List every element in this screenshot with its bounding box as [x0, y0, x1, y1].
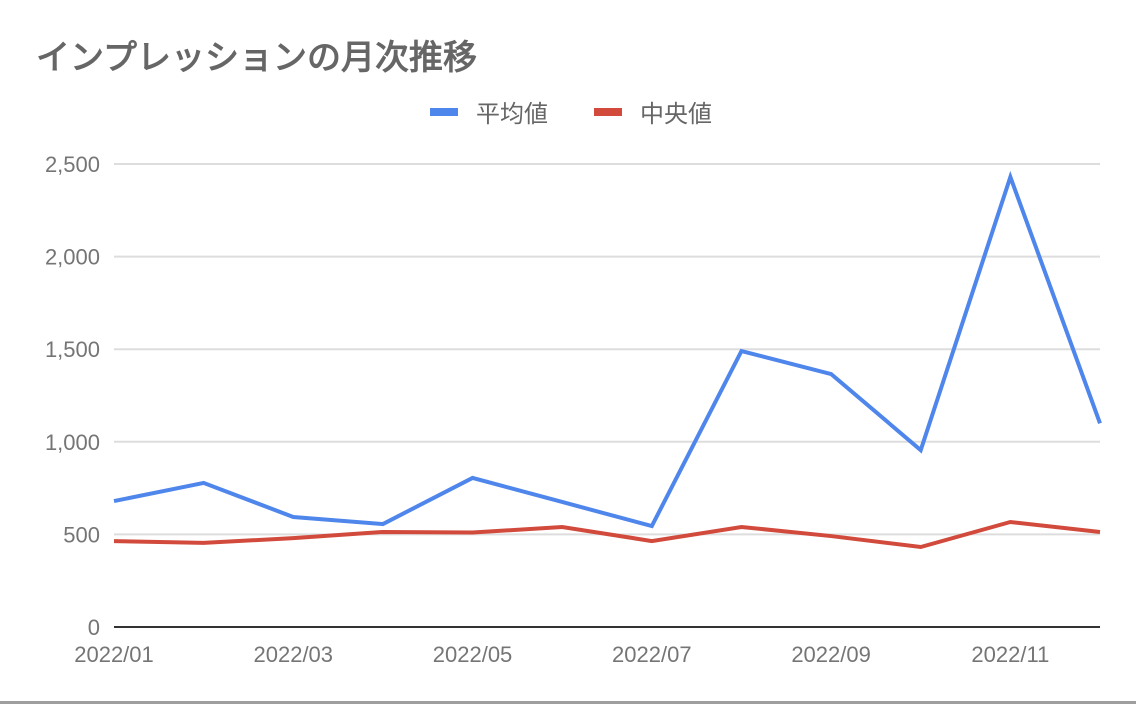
bottom-border — [0, 701, 1136, 704]
y-tick-label: 500 — [63, 522, 100, 547]
y-tick-label: 0 — [88, 615, 100, 640]
y-tick-label: 2,000 — [45, 245, 100, 270]
legend-label-median: 中央値 — [640, 100, 712, 128]
x-axis-labels: 2022/01 2022/03 2022/05 2022/07 2022/09 2022/… — [74, 642, 1049, 667]
y-tick-label: 2,500 — [45, 152, 100, 177]
legend-swatch-median-icon — [594, 107, 622, 116]
series-lines — [113, 170, 1102, 550]
series-line[interactable] — [113, 170, 1102, 529]
legend: 平均値 中央値 — [0, 94, 1136, 129]
legend-swatch-mean-icon — [430, 107, 458, 116]
y-axis-labels: 0 500 1,000 1,500 2,000 2,500 — [45, 152, 100, 640]
x-tick-label: 2022/01 — [74, 642, 154, 667]
series-line[interactable] — [113, 519, 1101, 550]
x-tick-label: 2022/03 — [254, 642, 334, 667]
y-tick-label: 1,000 — [45, 430, 100, 455]
x-tick-label: 2022/09 — [791, 642, 871, 667]
legend-item-median[interactable]: 中央値 — [594, 94, 712, 129]
legend-label-mean: 平均値 — [476, 100, 548, 128]
x-tick-label: 2022/11 — [971, 642, 1049, 667]
x-tick-label: 2022/05 — [433, 642, 513, 667]
y-tick-label: 1,500 — [45, 337, 100, 362]
chart-title: インプレッションの月次推移 — [36, 38, 477, 78]
legend-item-mean[interactable]: 平均値 — [430, 94, 548, 129]
x-tick-label: 2022/07 — [612, 642, 692, 667]
